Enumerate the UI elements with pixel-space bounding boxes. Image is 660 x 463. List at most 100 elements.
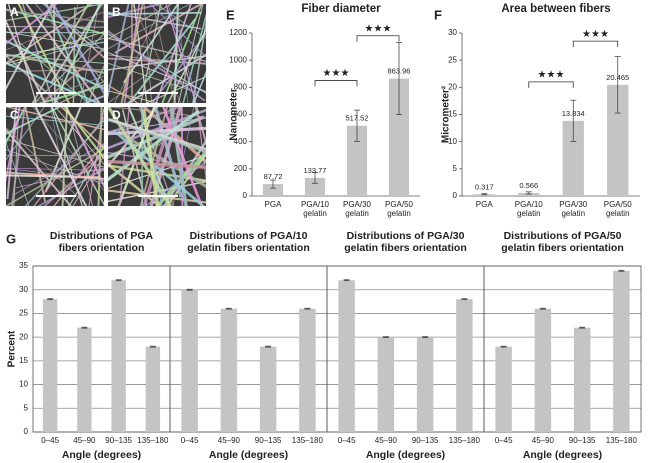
fiber	[108, 4, 130, 99]
fiber	[53, 4, 101, 103]
x-axis-label: Angle (degrees)	[62, 449, 141, 461]
bar	[145, 346, 161, 432]
error-bar	[461, 298, 468, 301]
bar	[42, 299, 58, 432]
bar	[304, 177, 326, 196]
scale-bar	[138, 92, 178, 94]
data-label: 13.834	[562, 109, 585, 118]
error-bar	[500, 345, 507, 348]
fiber	[54, 107, 104, 166]
fiber	[72, 154, 104, 206]
error-bar	[270, 179, 276, 189]
y-tick-label: 30	[448, 28, 457, 37]
fiber	[53, 4, 56, 103]
y-tick-label: 25	[448, 55, 457, 64]
y-tick-label: 1000	[229, 55, 247, 64]
x-tick-label: PGA/50 gelatin	[384, 200, 413, 218]
fiber	[6, 9, 104, 23]
fibers	[6, 4, 104, 103]
x-tick-label: 90–135	[411, 436, 439, 445]
fiber	[102, 4, 104, 27]
fiber	[6, 147, 104, 206]
chart-title: Distributions of PGA	[50, 230, 154, 242]
bar	[259, 346, 277, 432]
y-axis-label: Micrometer²	[441, 85, 452, 143]
bar	[77, 327, 92, 432]
fiber	[108, 4, 164, 19]
y-tick-label: 5	[24, 403, 29, 412]
fiber	[6, 8, 104, 35]
bar	[111, 280, 126, 432]
fiber	[108, 126, 206, 136]
fiber	[32, 107, 104, 191]
sem-image: D	[108, 107, 206, 206]
error-bar	[312, 172, 318, 184]
fiber	[108, 154, 206, 189]
fiber	[6, 167, 104, 171]
data-label: 863.96	[388, 67, 411, 76]
fiber	[108, 54, 206, 65]
fiber	[131, 4, 182, 103]
significance-bracket	[572, 40, 619, 48]
x-tick-label: 135–180	[137, 436, 169, 445]
chart-title: Fiber diameter	[301, 3, 381, 15]
x-tick-label: 45–90	[374, 436, 397, 445]
bar	[388, 78, 410, 196]
x-tick-label: 45–90	[531, 436, 554, 445]
x-tick-label: 0–45	[180, 436, 199, 445]
significance-label: ★★★	[582, 29, 609, 40]
panel-label: E	[226, 7, 235, 22]
x-axis-label: Angle (degrees)	[209, 449, 288, 461]
fiber	[162, 107, 204, 206]
fiber	[6, 39, 104, 90]
y-tick-label: 1200	[229, 28, 247, 37]
fiber	[182, 13, 206, 103]
bar	[220, 308, 238, 432]
fiber	[82, 94, 104, 103]
x-tick-label: 45–90	[217, 436, 240, 445]
fiber	[51, 4, 104, 96]
panel-label: C	[10, 108, 19, 122]
error-bar	[81, 326, 88, 329]
fiber	[6, 107, 62, 135]
bar	[562, 120, 584, 196]
fiber	[33, 116, 104, 206]
error-bar	[115, 279, 122, 282]
y-tick-label: 10	[448, 137, 457, 146]
fiber	[34, 4, 104, 83]
error-bar	[539, 307, 546, 310]
y-tick-label: 25	[19, 309, 28, 318]
fibers	[108, 107, 206, 206]
significance-bracket	[314, 80, 358, 87]
significance-bracket	[356, 35, 400, 42]
sem-image: C	[6, 107, 104, 206]
fiber	[87, 64, 104, 103]
chart-title: gelatin fibers orientation	[501, 242, 624, 254]
significance-label: ★★★	[323, 68, 350, 79]
bar	[181, 289, 198, 432]
data-label: 0.317	[475, 182, 494, 191]
error-bar	[618, 269, 625, 272]
fiber	[6, 4, 104, 22]
fiber	[149, 107, 183, 206]
x-tick-label: PGA	[475, 200, 493, 209]
fiber	[6, 115, 104, 126]
x-tick-label: 0–45	[337, 436, 356, 445]
plot-frame	[483, 265, 642, 433]
y-tick-label: 400	[234, 137, 248, 146]
bar	[416, 337, 434, 432]
fiber	[34, 107, 88, 206]
y-tick-label: 15	[19, 356, 28, 365]
fiber	[108, 84, 139, 103]
fiber	[6, 167, 104, 181]
y-tick-label: 35	[19, 261, 28, 270]
y-tick-label: 10	[19, 380, 28, 389]
scale-bar	[36, 195, 76, 197]
y-tick-label: 30	[19, 285, 28, 294]
y-tick-label: 20	[19, 332, 28, 341]
fiber	[123, 4, 179, 84]
bar	[534, 308, 552, 432]
bar	[338, 280, 355, 432]
x-tick-label: 135–180	[605, 436, 637, 445]
